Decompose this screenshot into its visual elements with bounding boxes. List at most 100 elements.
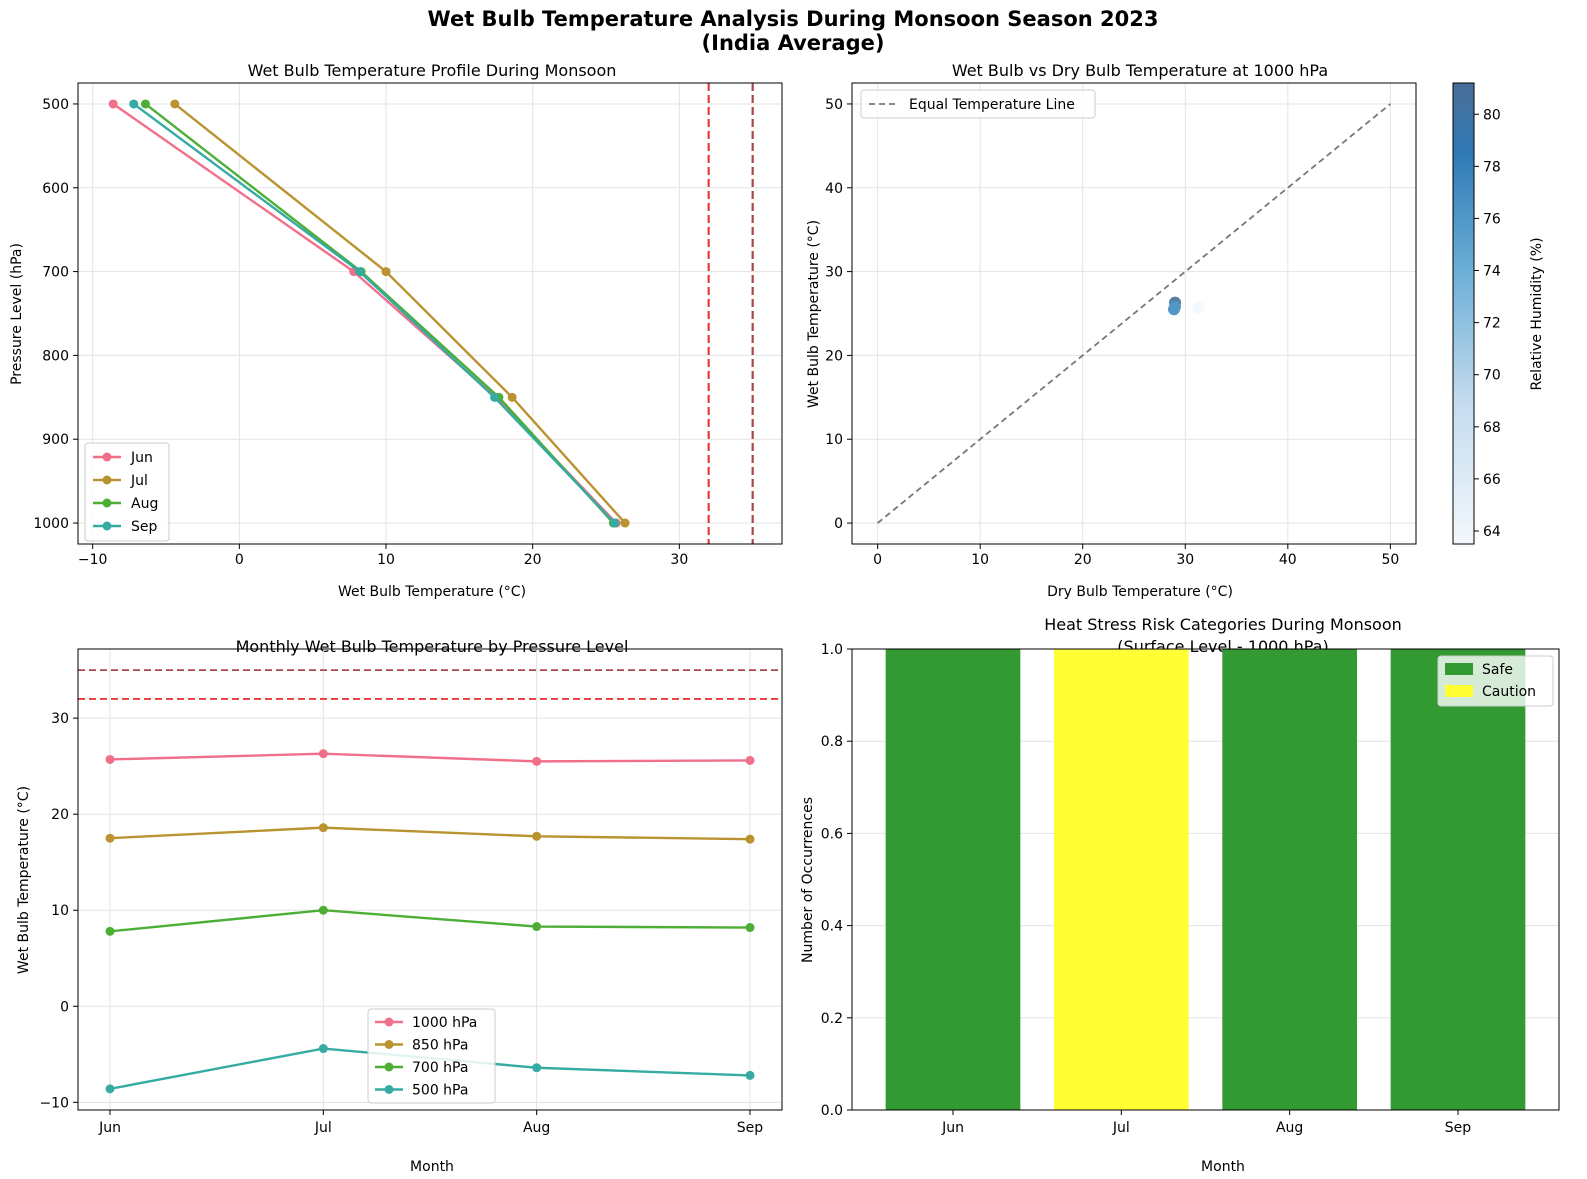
data-point [532, 922, 542, 932]
x-tick-label: Jun [941, 1120, 964, 1136]
x-tick-label: 10 [971, 552, 989, 568]
data-point [745, 755, 755, 765]
data-point [318, 1044, 328, 1054]
y-tick-label: 10 [51, 903, 69, 919]
legend-marker [384, 1062, 394, 1072]
legend-label: 500 hPa [412, 1083, 468, 1099]
figure-subtitle: (India Average) [702, 31, 885, 55]
legend-label: Sep [131, 519, 158, 535]
y-tick-label: 900 [42, 432, 69, 448]
x-tick-label: Aug [1276, 1120, 1303, 1136]
y-tick-label: 600 [42, 181, 69, 197]
monthly-chart: Monthly Wet Bulb Temperature by Pressure… [16, 637, 783, 1175]
data-point [105, 1084, 115, 1094]
series-line-jul [174, 103, 626, 524]
legend-marker [102, 521, 112, 531]
legend-swatch [1445, 685, 1473, 697]
colorbar-tick-label: 78 [1483, 159, 1501, 175]
x-tick-label: 0 [873, 552, 882, 568]
risk-x-label: Month [1201, 1159, 1245, 1175]
y-tick-label: 1.0 [821, 642, 843, 658]
data-point [745, 834, 755, 844]
legend-marker [384, 1040, 394, 1049]
axes-frame [77, 82, 783, 545]
legend-label: Aug [131, 496, 158, 512]
legend-swatch [1445, 663, 1473, 675]
data-point [105, 926, 115, 936]
legend-label: 850 hPa [412, 1038, 468, 1054]
x-tick-label: Sep [1445, 1120, 1472, 1136]
data-point [318, 823, 328, 833]
y-tick-label: 0.2 [821, 1011, 843, 1027]
axes-frame [851, 648, 1560, 1111]
x-tick-label: Sep [737, 1120, 764, 1136]
legend-label: 700 hPa [412, 1060, 468, 1076]
x-tick-label: Jun [98, 1120, 121, 1136]
data-point [318, 749, 328, 759]
data-point [745, 1070, 755, 1080]
y-tick-label: 0.4 [821, 919, 843, 935]
colorbar-tick-label: 64 [1483, 524, 1501, 540]
legend-box [84, 442, 170, 542]
profile-y-label: Pressure Level (hPa) [9, 243, 25, 385]
legend-label: 1000 hPa [412, 1015, 477, 1031]
legend-marker [102, 452, 112, 462]
y-tick-label: 10 [825, 432, 843, 448]
series-line-jun [112, 102, 618, 524]
data-point [532, 756, 542, 766]
series-line [109, 826, 751, 841]
scatter-chart: Wet Bulb vs Dry Bulb Temperature at 1000… [806, 61, 1545, 600]
scatter-point [1169, 300, 1182, 313]
data-point [170, 99, 180, 109]
y-tick-label: 0.0 [821, 1103, 843, 1119]
y-tick-label: 50 [825, 97, 843, 113]
y-tick-label: 500 [42, 97, 69, 113]
series-line-aug [144, 103, 615, 524]
y-tick-label: 0.8 [821, 734, 843, 750]
y-tick-label: −10 [39, 1095, 69, 1111]
legend-label: Jun [130, 450, 153, 466]
bar-caution [1054, 649, 1189, 1110]
bar-safe [1390, 649, 1526, 1110]
y-tick-label: 800 [42, 348, 69, 364]
scatter-y-label: Wet Bulb Temperature (°C) [806, 220, 822, 408]
risk-chart-title: Heat Stress Risk Categories During Monso… [1044, 615, 1402, 634]
bar-safe [1222, 649, 1357, 1110]
data-point [129, 99, 139, 109]
legend-label: Safe [1482, 662, 1513, 678]
profile-chart: Wet Bulb Temperature Profile During Mons… [9, 61, 783, 600]
colorbar-tick-label: 72 [1483, 316, 1501, 332]
risk-chart: Heat Stress Risk Categories During Monso… [800, 615, 1560, 1175]
y-tick-label: 30 [51, 711, 69, 727]
equal-temperature-line [877, 103, 1391, 524]
data-point [108, 99, 118, 109]
y-tick-label: 1000 [33, 516, 69, 532]
data-point [318, 905, 328, 915]
y-tick-label: 40 [825, 181, 843, 197]
data-point [381, 267, 391, 277]
x-tick-label: 0 [235, 552, 244, 568]
legend-label: Caution [1482, 684, 1536, 700]
scatter-point [1192, 301, 1205, 314]
x-tick-label: 30 [670, 552, 688, 568]
colorbar-tick-label: 70 [1483, 368, 1501, 384]
colorbar-tick-label: 76 [1483, 211, 1501, 227]
x-tick-label: 20 [524, 552, 542, 568]
legend-marker [384, 1085, 394, 1094]
scatter-x-label: Dry Bulb Temperature (°C) [1047, 584, 1233, 600]
data-point [532, 1063, 542, 1073]
x-tick-label: 20 [1074, 552, 1092, 568]
monthly-y-label: Wet Bulb Temperature (°C) [16, 786, 32, 974]
y-tick-label: 30 [825, 265, 843, 281]
y-tick-label: 20 [51, 807, 69, 823]
monthly-chart-title: Monthly Wet Bulb Temperature by Pressure… [236, 637, 629, 656]
colorbar-tick-label: 74 [1483, 264, 1501, 280]
series-line [109, 909, 751, 933]
data-point [105, 833, 115, 843]
legend-marker [384, 1017, 394, 1027]
x-tick-label: 40 [1279, 552, 1297, 568]
x-tick-label: Aug [523, 1120, 550, 1136]
x-tick-label: Jul [1112, 1120, 1130, 1136]
y-tick-label: 20 [825, 348, 843, 364]
